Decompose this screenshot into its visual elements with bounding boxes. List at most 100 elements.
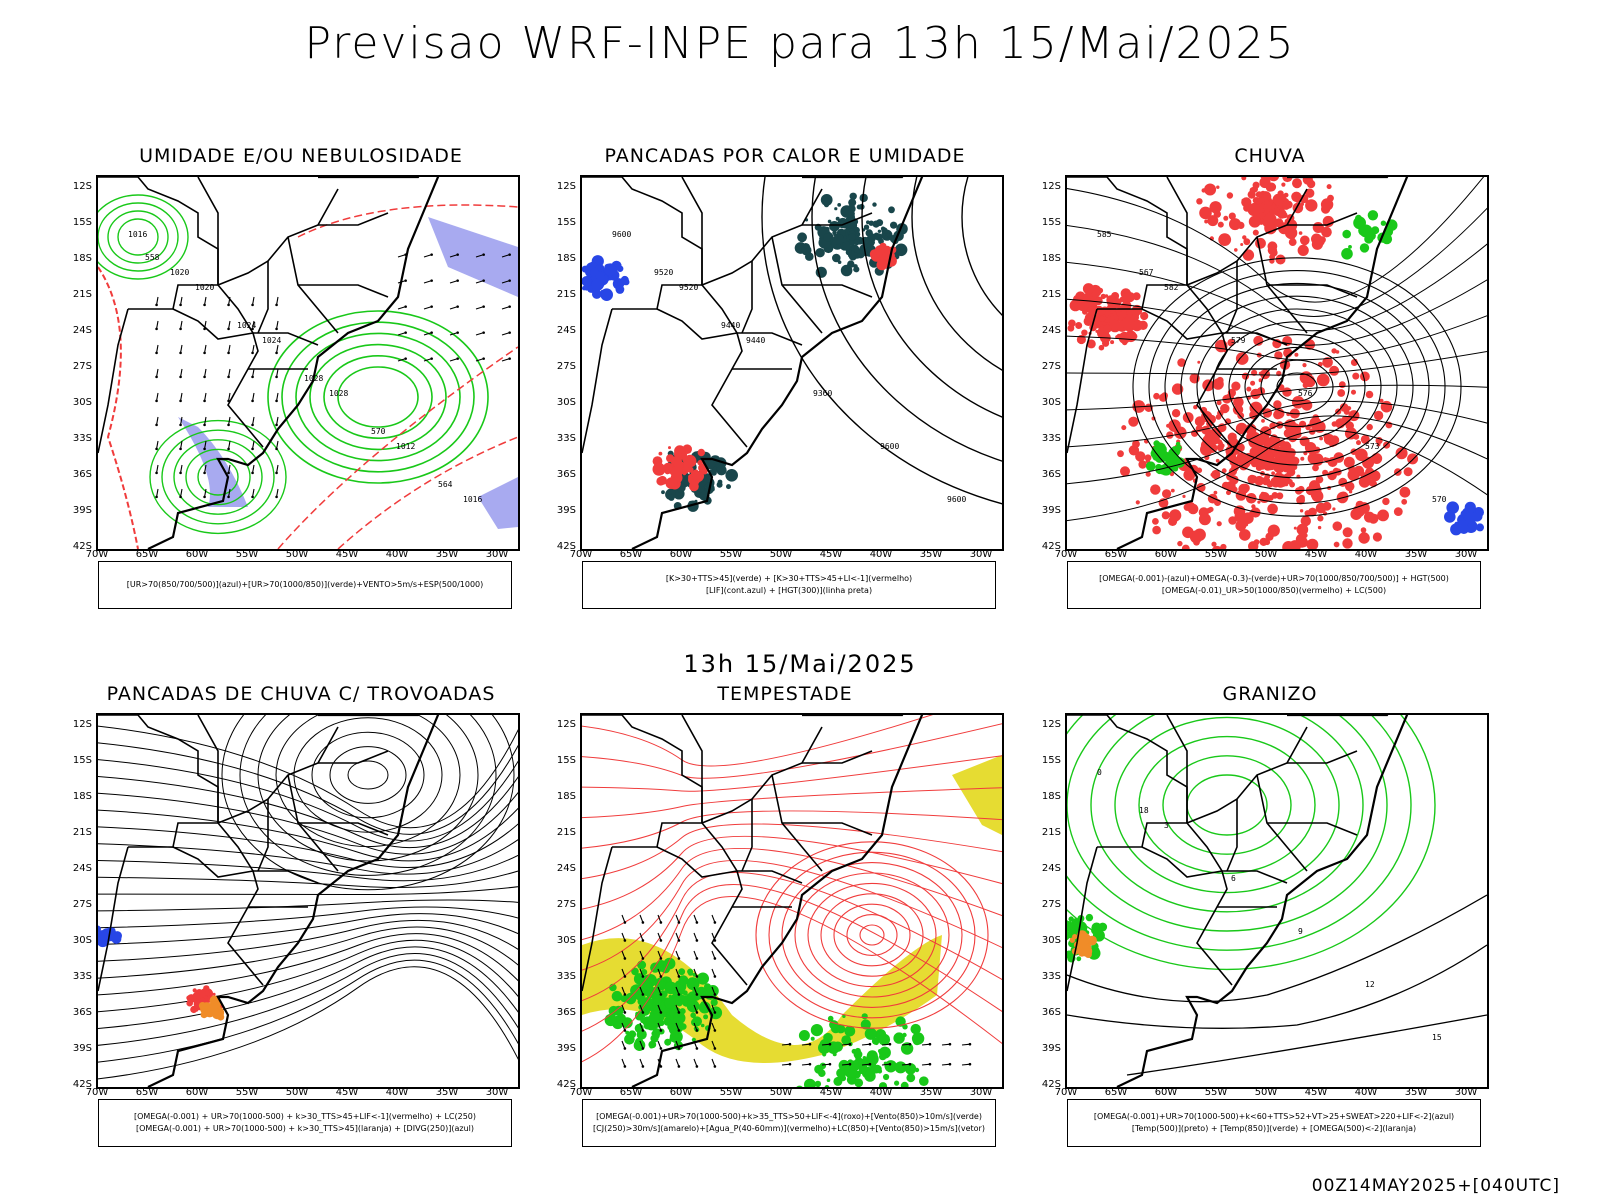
instability-area (665, 469, 670, 474)
rain-area (1311, 485, 1314, 488)
rain-area (1301, 516, 1311, 526)
lat-tick-label: 27S (66, 899, 92, 910)
rain-area (1206, 508, 1212, 514)
lc250-streamline (98, 960, 518, 1083)
wind-vector (155, 448, 158, 451)
rain-area (1400, 487, 1411, 498)
wind850-area (827, 1078, 831, 1082)
panel-title: GRANIZO (1035, 683, 1505, 705)
wind850-area (820, 1063, 826, 1069)
border-line (1067, 177, 1187, 285)
wind-vector (275, 496, 278, 499)
wind850-area (664, 958, 676, 970)
contour-label: 564 (438, 480, 453, 489)
instability-area (670, 470, 675, 475)
lat-tick-label: 39S (550, 1043, 576, 1054)
thunder-red-area (194, 999, 199, 1004)
rain-area (1267, 504, 1278, 515)
wind850-area (833, 1052, 837, 1056)
rain-area (1265, 192, 1269, 196)
rain-area (1218, 233, 1231, 246)
rain-area (1246, 387, 1251, 392)
wind-vector (714, 1047, 717, 1050)
wind850-area (687, 969, 693, 975)
rain-area (1249, 428, 1253, 432)
wind-vector (179, 400, 182, 403)
heat-humidity-area (804, 244, 808, 248)
rain-area (1268, 525, 1280, 537)
rain-area (1300, 236, 1310, 246)
contour-label: 558 (145, 253, 160, 262)
wind-vector (929, 1063, 932, 1066)
wind-vector (179, 448, 182, 451)
wind850-area (671, 987, 676, 992)
lc250-streamline (98, 884, 518, 894)
lat-tick-label: 36S (66, 1007, 92, 1018)
rain-area (1204, 184, 1216, 196)
rain-area (1242, 235, 1246, 239)
lat-tick-label: 36S (550, 469, 576, 480)
wind850-area (628, 1030, 636, 1038)
rain-area (1311, 492, 1318, 499)
lc850-streamline (582, 719, 1002, 778)
wind-vector (227, 496, 230, 499)
lat-tick-label: 33S (550, 971, 576, 982)
lc250-streamline (348, 761, 388, 789)
instability-area (677, 482, 681, 486)
rain-area (1184, 504, 1191, 511)
lat-tick-label: 12S (66, 719, 92, 730)
wind850-area (906, 1073, 915, 1082)
temp850-contour (1086, 914, 1093, 921)
wind-vector (227, 448, 230, 451)
rain-area (1370, 470, 1381, 481)
wind-vector (889, 1043, 892, 1046)
rain-area (1304, 533, 1308, 537)
wind850-area (804, 1079, 816, 1087)
wind850-area (811, 1037, 815, 1041)
wind-vector (203, 304, 206, 307)
heat-humidity-area (833, 234, 844, 245)
lat-tick-label: 15S (66, 217, 92, 228)
omega500-area (1070, 938, 1075, 943)
wind-vector (642, 939, 645, 942)
wind-vector (660, 1011, 663, 1014)
lc250-streamline (98, 953, 518, 1063)
temp850-contour (1067, 715, 1387, 931)
wind-vector (203, 496, 206, 499)
border-line (742, 261, 752, 333)
rain-area (1095, 330, 1098, 333)
wind-vector (624, 975, 627, 978)
rain-area (1083, 283, 1094, 294)
contour-label: 567 (1139, 268, 1154, 277)
heat-humidity-area (821, 194, 833, 206)
wind-vector (508, 305, 511, 308)
heat-humidity-area (717, 482, 723, 488)
wind-vector (251, 424, 254, 427)
rain-area (1122, 340, 1128, 346)
thunder-red-area (213, 993, 216, 996)
border-line (1187, 727, 1307, 823)
wind850-area (620, 1016, 625, 1021)
rain-area (1343, 527, 1353, 537)
omega-green-area (1367, 231, 1376, 240)
rain-area (1305, 441, 1309, 445)
heat-humidity-area (881, 227, 885, 231)
heat-humidity-area (805, 252, 814, 261)
lif-area (582, 266, 589, 273)
lc850-streamline (582, 787, 1002, 818)
lat-tick-label: 21S (550, 289, 576, 300)
wind-vector (482, 279, 485, 282)
wind-vector (430, 357, 433, 360)
lat-tick-label: 21S (1035, 289, 1061, 300)
rain-area (1287, 479, 1293, 485)
lat-tick-label: 27S (66, 361, 92, 372)
wind-vector (849, 1043, 852, 1046)
border-line (258, 261, 268, 333)
wind-vector (624, 1011, 627, 1014)
instability-area (683, 472, 686, 475)
omega-green-area (1348, 245, 1352, 249)
lat-tick-label: 33S (66, 971, 92, 982)
